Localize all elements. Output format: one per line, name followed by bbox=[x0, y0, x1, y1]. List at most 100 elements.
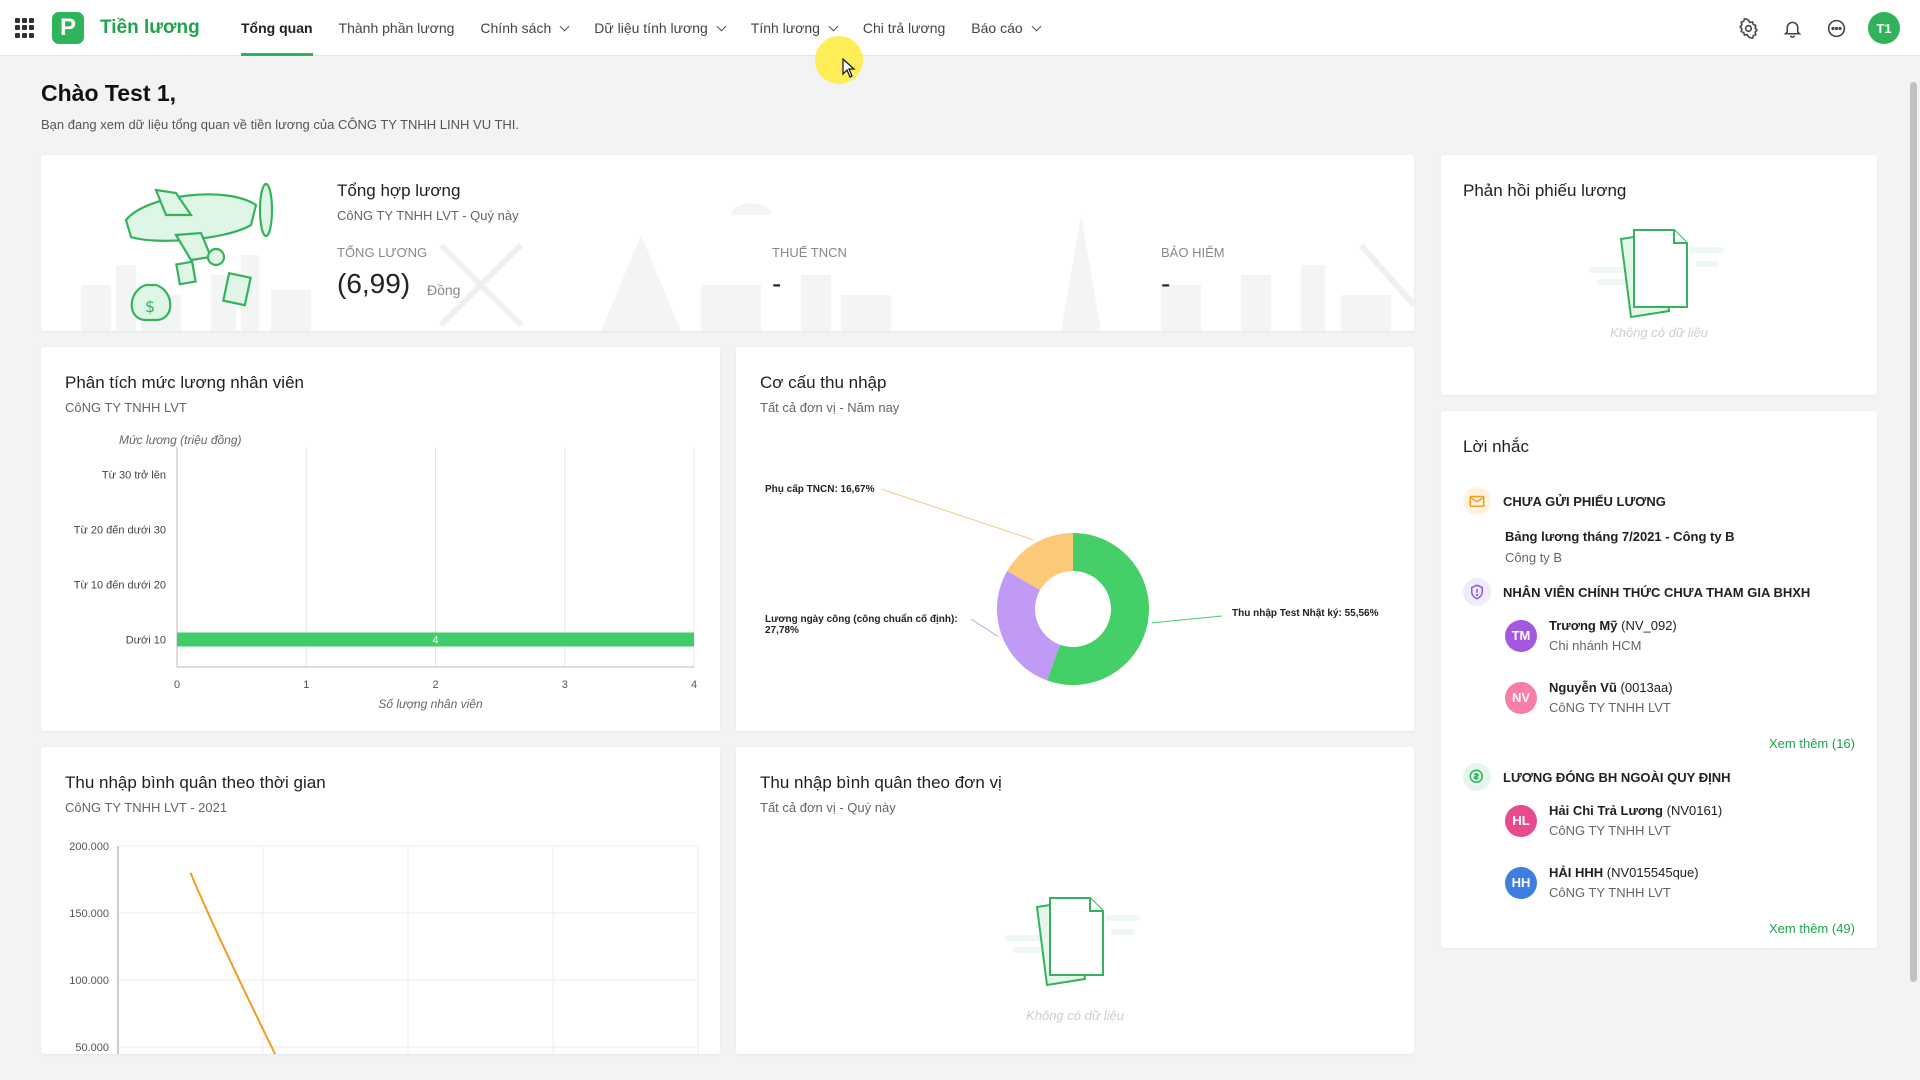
time-title: Thu nhập bình quân theo thời gian bbox=[65, 773, 326, 792]
person-org: CôNG TY TNHH LVT bbox=[1549, 700, 1671, 715]
person-org: CôNG TY TNHH LVT bbox=[1549, 885, 1671, 900]
x-tick-label: 0 bbox=[174, 679, 180, 691]
slice-leader-line bbox=[880, 488, 1034, 541]
series-line bbox=[189, 872, 277, 1054]
nav-item-label: Báo cáo bbox=[971, 20, 1023, 36]
payslip-name: Bảng lương tháng 7/2021 - Công ty B bbox=[1505, 529, 1735, 544]
mouse-cursor-icon bbox=[842, 58, 856, 78]
bar bbox=[177, 632, 694, 647]
section-title: Chưa gửi phiếu lương bbox=[1503, 493, 1666, 509]
total-salary-unit: Đồng bbox=[427, 282, 461, 298]
analysis-title: Phân tích mức lương nhân viên bbox=[65, 373, 304, 392]
see-more-link[interactable]: Xem thêm (49) bbox=[1769, 921, 1855, 936]
person-name: HẢI HHH bbox=[1549, 865, 1604, 880]
donut-slice bbox=[1007, 533, 1073, 591]
settings-gear-icon[interactable] bbox=[1736, 16, 1760, 40]
structure-subtitle: Tất cả đơn vị - Năm nay bbox=[760, 400, 900, 415]
insurance-label: Bảo hiểm bbox=[1161, 245, 1225, 260]
donut-slice bbox=[1047, 533, 1149, 685]
feedback-title: Phản hồi phiếu lương bbox=[1463, 181, 1627, 200]
reminder-person[interactable]: NV Nguyễn Vũ (0013aa) CôNG TY TNHH LVT bbox=[1505, 680, 1673, 715]
app-name[interactable]: Tiền lương bbox=[100, 17, 200, 38]
chevron-down-icon bbox=[1031, 21, 1042, 31]
income-donut-chart: Thu nhập Test Nhật ký: 55,56% Lương ngày … bbox=[765, 483, 1379, 685]
x-tick-label: 1 bbox=[303, 679, 309, 691]
nav-item-label: Tính lương bbox=[750, 20, 820, 36]
nav-item[interactable]: Dữ liệu tính lương bbox=[581, 0, 738, 56]
nav-item[interactable]: Thành phần lương bbox=[326, 0, 468, 56]
y-category-label: Từ 30 trở lên bbox=[102, 470, 166, 482]
avg-income-time-card: Thu nhập bình quân theo thời gian CôNG T… bbox=[41, 747, 720, 1054]
person-org: Chi nhánh HCM bbox=[1549, 638, 1642, 653]
person-code: (NV0161) bbox=[1666, 803, 1723, 818]
tax-value: - bbox=[772, 268, 782, 299]
nav-item-label: Chính sách bbox=[480, 20, 552, 36]
unit-title: Thu nhập bình quân theo đơn vị bbox=[760, 773, 1002, 792]
nav-item[interactable]: Chính sách bbox=[467, 0, 581, 56]
airplane-money-illustration: $ bbox=[124, 182, 274, 322]
chevron-down-icon bbox=[559, 21, 570, 31]
nav-item[interactable]: Chi trả lương bbox=[850, 0, 958, 56]
person-name: Trương Mỹ bbox=[1549, 618, 1618, 633]
person-code: (NV_092) bbox=[1621, 618, 1677, 633]
payslip-feedback-card: Phản hồi phiếu lương Không có dữ liệu bbox=[1441, 155, 1877, 395]
y-category-label: Dưới 10 bbox=[126, 635, 166, 647]
person-avatar: TM bbox=[1505, 619, 1537, 652]
slice-label: Phụ cấp TNCN: 16,67% bbox=[765, 483, 875, 495]
tax-label: Thuế TNCN bbox=[772, 245, 847, 260]
nav-item[interactable]: Tổng quan bbox=[228, 0, 326, 56]
person-avatar: NV bbox=[1505, 681, 1537, 714]
person-avatar: HH bbox=[1505, 866, 1537, 899]
shield-icon bbox=[1463, 578, 1491, 606]
summary-subtitle: CôNG TY TNHH LVT - Quý này bbox=[337, 208, 519, 223]
see-more-link[interactable]: Xem thêm (16) bbox=[1769, 736, 1855, 751]
unsent-payslip-item[interactable]: Bảng lương tháng 7/2021 - Công ty B Công… bbox=[1505, 529, 1735, 565]
nav-item[interactable]: Báo cáo bbox=[958, 0, 1052, 56]
nav-item-label: Thành phần lương bbox=[338, 20, 455, 36]
y-tick-label: 200.000 bbox=[69, 841, 109, 853]
nav-item-label: Chi trả lương bbox=[862, 20, 946, 36]
unit-no-data: Không có dữ liệu bbox=[1026, 1008, 1124, 1023]
insurance-value: - bbox=[1161, 268, 1171, 299]
nav-item[interactable]: Tính lương bbox=[738, 0, 850, 56]
slice-leader-line bbox=[970, 618, 999, 637]
notification-bell-icon[interactable] bbox=[1780, 16, 1804, 40]
person-name: Hải Chi Trả Lương bbox=[1549, 803, 1663, 818]
income-line-chart: 200.000 150.000 100.000 50.000 bbox=[69, 841, 699, 1054]
x-tick-label: 4 bbox=[691, 679, 697, 691]
money-alert-icon bbox=[1463, 763, 1491, 791]
reminder-section-insurance-salary: Lương đóng BH ngoài quy định bbox=[1463, 763, 1730, 791]
reminder-card: Lời nhắc Chưa gửi phiếu lương Bảng lương… bbox=[1441, 411, 1877, 948]
user-avatar[interactable]: T1 bbox=[1868, 12, 1900, 44]
salary-analysis-card: Phân tích mức lương nhân viên CôNG TY TN… bbox=[41, 347, 720, 731]
top-bar: P Tiền lương Tổng quan Thành phần lương Ch… bbox=[0, 0, 1920, 56]
x-tick-label: 2 bbox=[432, 679, 438, 691]
y-axis-title: Mức lương (triệu đồng) bbox=[119, 433, 242, 447]
analysis-subtitle: CôNG TY TNHH LVT bbox=[65, 400, 187, 415]
reminder-person[interactable]: HH HẢI HHH (NV015545que) CôNG TY TNHH LV… bbox=[1505, 865, 1699, 900]
reminder-section-no-bhxh: Nhân viên chính thức chưa tham gia BHXH bbox=[1463, 578, 1810, 606]
reminder-title: Lời nhắc bbox=[1463, 437, 1529, 456]
x-tick-label: 3 bbox=[562, 679, 568, 691]
apps-grid-icon[interactable] bbox=[15, 18, 35, 38]
y-tick-label: 100.000 bbox=[69, 975, 109, 987]
app-logo[interactable]: P bbox=[52, 12, 84, 44]
person-name: Nguyễn Vũ bbox=[1549, 680, 1617, 695]
greeting-subtitle: Bạn đang xem dữ liệu tổng quan về tiền l… bbox=[41, 117, 520, 132]
slice-label: Thu nhập Test Nhật ký: 55,56% bbox=[1232, 608, 1379, 619]
chat-more-icon[interactable] bbox=[1824, 16, 1848, 40]
person-code: (NV015545que) bbox=[1606, 865, 1699, 880]
slice-label: Lương ngày công (công chuẩn cố định): bbox=[765, 613, 958, 625]
y-category-label: Từ 20 đến dưới 30 bbox=[74, 525, 166, 537]
feedback-no-data: Không có dữ liệu bbox=[1610, 325, 1708, 340]
top-right-icons: T1 bbox=[1736, 12, 1900, 44]
reminder-person[interactable]: TM Trương Mỹ (NV_092) Chi nhánh HCM bbox=[1505, 618, 1677, 653]
mail-warning-icon bbox=[1463, 487, 1491, 515]
unit-subtitle: Tất cả đơn vị - Quý này bbox=[760, 800, 896, 815]
reminder-person[interactable]: HL Hải Chi Trả Lương (NV0161) CôNG TY TN… bbox=[1505, 803, 1722, 838]
nav-item-label: Dữ liệu tính lương bbox=[594, 20, 708, 36]
page-scrollbar-thumb[interactable] bbox=[1910, 82, 1917, 982]
cursor-highlight bbox=[815, 36, 863, 84]
y-tick-label: 150.000 bbox=[69, 908, 109, 920]
total-salary-value: (6,99) bbox=[337, 268, 411, 299]
